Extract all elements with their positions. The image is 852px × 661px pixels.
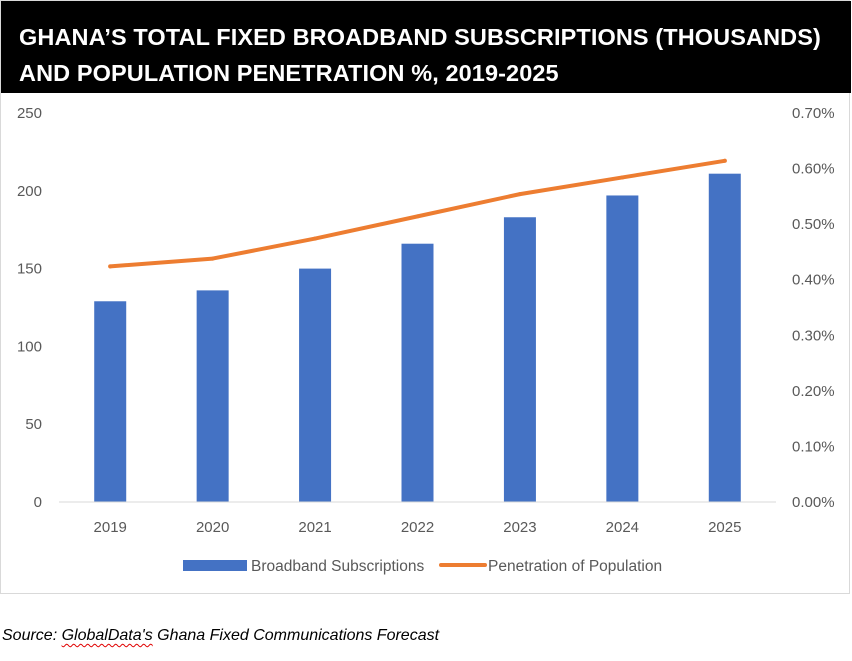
source-brand: GlobalData's [61, 627, 153, 644]
bar-2021 [299, 268, 332, 502]
bar-2020 [196, 290, 229, 502]
right-tick-label: 0.70% [792, 105, 835, 122]
right-tick-label: 0.00% [792, 494, 835, 511]
line-point-2019 [108, 264, 113, 269]
bar-2022 [401, 243, 434, 503]
bar-2024 [606, 195, 639, 502]
left-axis-tick-labels: 0 50 100 150 200 250 [17, 105, 42, 511]
bar-2025 [708, 173, 741, 502]
source-suffix: Ghana Fixed Communications Forecast [152, 627, 440, 644]
bar-2019 [94, 301, 127, 502]
x-axis-tick-labels: 2019 2020 2021 2022 2023 2024 2025 [94, 519, 742, 536]
chart-legend: Broadband Subscriptions Penetration of P… [183, 558, 662, 575]
chart-frame: GHANA’S TOTAL FIXED BROADBAND SUBSCRIPTI… [0, 0, 851, 594]
left-tick-label: 200 [17, 183, 42, 200]
right-tick-label: 0.10% [792, 438, 835, 455]
line-point-2025 [722, 158, 727, 163]
legend-label-penetration-of-population: Penetration of Population [488, 558, 662, 575]
line-point-2020 [210, 256, 215, 261]
bar-2023 [503, 217, 536, 502]
bar-series-broadband-subscriptions [94, 173, 741, 503]
right-tick-label: 0.60% [792, 161, 835, 178]
left-tick-label: 250 [17, 105, 42, 122]
legend-label-broadband-subscriptions: Broadband Subscriptions [251, 558, 424, 575]
right-tick-label: 0.50% [792, 216, 835, 233]
chart-title-line-1: GHANA’S TOTAL FIXED BROADBAND SUBSCRIPTI… [19, 24, 821, 50]
x-tick-label: 2022 [401, 519, 434, 536]
line-point-2024 [620, 175, 625, 180]
right-axis-tick-labels: 0.00% 0.10% 0.20% 0.30% 0.40% 0.50% 0.60% 0.70% [792, 105, 835, 511]
line-point-2021 [313, 236, 318, 241]
line-series-penetration-of-population [108, 158, 727, 269]
chart-plot: 0 50 100 150 200 250 0.00% 0.10% 0.20% 0.30% 0.40… [17, 105, 835, 575]
x-tick-label: 2019 [94, 519, 127, 536]
chart-title: GHANA’S TOTAL FIXED BROADBAND SUBSCRIPTI… [1, 1, 851, 93]
x-tick-label: 2024 [606, 519, 639, 536]
x-tick-label: 2023 [503, 519, 536, 536]
left-tick-label: 50 [25, 416, 42, 433]
line-point-2022 [415, 214, 420, 219]
right-tick-label: 0.40% [792, 272, 835, 289]
right-tick-label: 0.20% [792, 383, 835, 400]
right-tick-label: 0.30% [792, 327, 835, 344]
x-tick-label: 2025 [708, 519, 741, 536]
left-tick-label: 150 [17, 261, 42, 278]
x-tick-label: 2020 [196, 519, 229, 536]
source-note: Source: GlobalData's Ghana Fixed Communi… [2, 627, 439, 645]
source-prefix: Source: [2, 627, 62, 644]
x-tick-label: 2021 [298, 519, 331, 536]
line-point-2023 [517, 192, 522, 197]
left-tick-label: 0 [34, 494, 42, 511]
left-tick-label: 100 [17, 338, 42, 355]
legend-swatch-broadband-subscriptions [183, 560, 247, 571]
chart-title-line-2: AND POPULATION PENETRATION %, 2019-2025 [19, 60, 559, 86]
